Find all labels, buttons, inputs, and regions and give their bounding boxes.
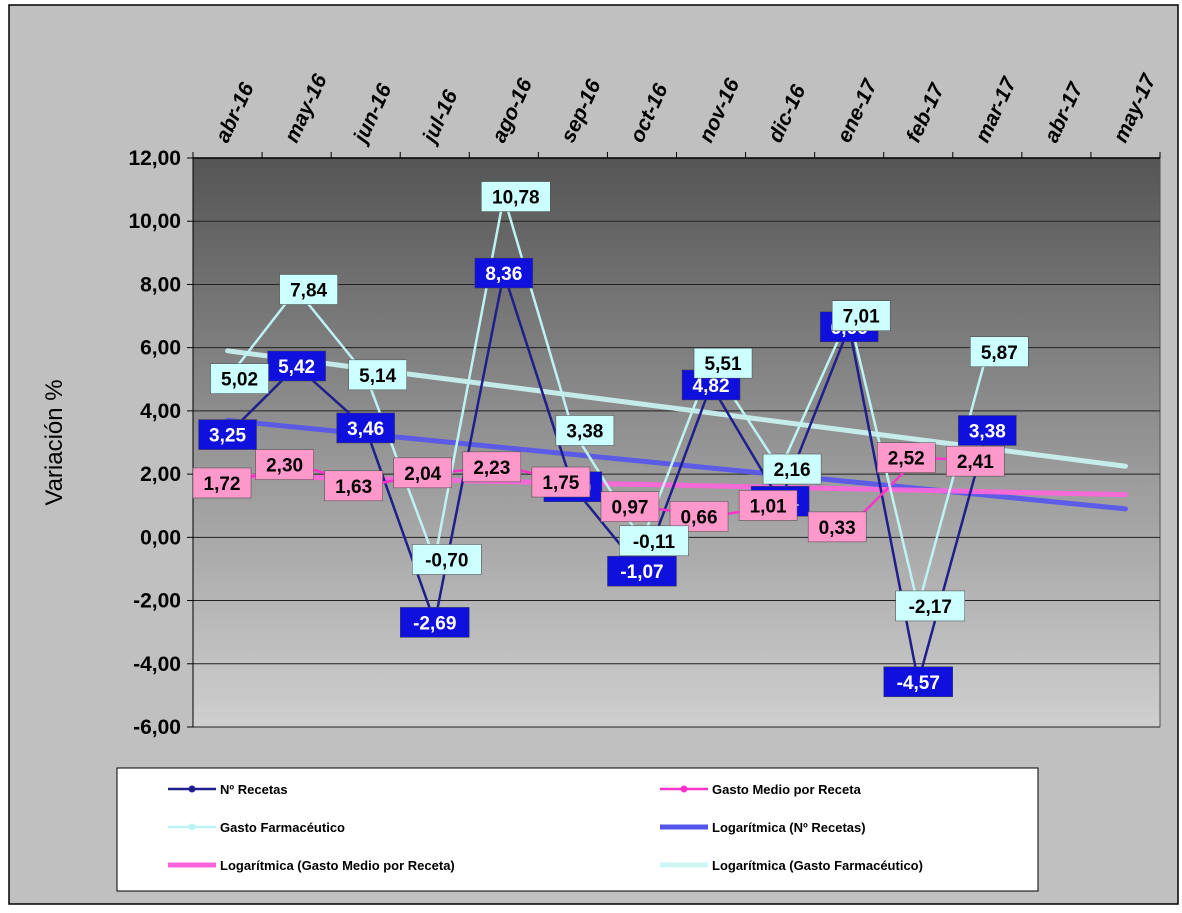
data-label-n-recetas: -2,69 bbox=[413, 613, 456, 634]
legend-label: Logarítmica (Gasto Medio por Receta) bbox=[220, 858, 455, 873]
data-label-box-n-recetas bbox=[267, 350, 326, 382]
data-label-box-n-recetas bbox=[400, 607, 470, 638]
data-label-n-recetas: 3,38 bbox=[969, 421, 1006, 442]
data-label-box-n-recetas bbox=[883, 666, 953, 698]
legend-marker bbox=[188, 785, 196, 793]
data-label-box-gasto-medio-por-receta bbox=[324, 470, 383, 502]
data-label-box-gasto-farmaceutico bbox=[555, 415, 615, 446]
y-tick-label: 12,00 bbox=[128, 147, 181, 170]
data-label-n-recetas: 8,36 bbox=[485, 264, 522, 285]
data-label-n-recetas: -4,57 bbox=[897, 673, 940, 694]
data-label-box-gasto-medio-por-receta bbox=[192, 467, 252, 499]
y-tick-label: -6,00 bbox=[133, 716, 181, 739]
data-label-n-recetas: 4,82 bbox=[693, 376, 730, 397]
data-label-box-gasto-farmaceutico bbox=[210, 363, 269, 394]
data-label-box-gasto-medio-por-receta bbox=[531, 466, 591, 498]
legend-label: Nº Recetas bbox=[220, 782, 288, 797]
legend-label: Logarítmica (Nº Recetas) bbox=[712, 820, 866, 835]
data-label-n-recetas: -1,07 bbox=[620, 562, 663, 583]
data-label-gasto-medio-por-receta: 0,97 bbox=[611, 498, 648, 519]
data-label-box-n-recetas bbox=[958, 415, 1017, 446]
data-label-gasto-medio-por-receta: 1,75 bbox=[542, 473, 579, 494]
legend-box bbox=[116, 767, 1039, 892]
data-label-gasto-farmaceutico: 5,02 bbox=[221, 370, 258, 391]
data-label-n-recetas: 5,42 bbox=[278, 357, 315, 378]
data-label-box-gasto-farmaceutico bbox=[970, 336, 1029, 368]
data-label-box-gasto-medio-por-receta bbox=[462, 451, 522, 483]
legend-marker bbox=[188, 823, 196, 831]
y-axis-title: Variación % bbox=[41, 379, 68, 505]
data-label-gasto-farmaceutico: 10,78 bbox=[492, 188, 540, 209]
data-label-gasto-medio-por-receta: 1,72 bbox=[204, 474, 241, 495]
legend-marker bbox=[680, 785, 688, 793]
data-label-gasto-medio-por-receta: 2,04 bbox=[404, 464, 441, 485]
data-label-box-gasto-farmaceutico bbox=[895, 590, 965, 622]
legend-label: Gasto Medio por Receta bbox=[712, 782, 862, 797]
data-label-box-gasto-medio-por-receta bbox=[600, 491, 660, 522]
data-label-gasto-farmaceutico: 5,14 bbox=[359, 366, 396, 387]
data-label-gasto-farmaceutico: 7,01 bbox=[843, 307, 880, 328]
data-label-gasto-medio-por-receta: 2,41 bbox=[957, 452, 994, 473]
data-label-box-n-recetas bbox=[336, 412, 395, 444]
data-label-box-gasto-medio-por-receta bbox=[393, 457, 452, 489]
data-label-gasto-farmaceutico: -0,11 bbox=[633, 532, 676, 553]
data-label-box-n-recetas bbox=[198, 419, 257, 450]
data-label-box-gasto-farmaceutico bbox=[279, 274, 338, 305]
y-tick-label: 10,00 bbox=[128, 210, 181, 233]
data-label-gasto-medio-por-receta: 0,66 bbox=[681, 507, 718, 528]
y-tick-label: -4,00 bbox=[133, 653, 181, 676]
data-label-gasto-farmaceutico: -2,17 bbox=[909, 597, 952, 618]
data-label-gasto-farmaceutico: 3,38 bbox=[566, 421, 603, 442]
data-label-gasto-farmaceutico: 5,87 bbox=[981, 343, 1018, 364]
data-label-n-recetas: 3,46 bbox=[347, 419, 384, 440]
y-tick-label: 8,00 bbox=[140, 273, 181, 296]
data-label-gasto-medio-por-receta: 2,30 bbox=[266, 456, 303, 477]
data-label-box-gasto-farmaceutico bbox=[348, 359, 407, 391]
data-label-box-n-recetas bbox=[607, 555, 677, 587]
data-label-gasto-farmaceutico: 2,16 bbox=[774, 460, 811, 481]
data-label-gasto-medio-por-receta: 2,52 bbox=[888, 449, 925, 470]
data-label-n-recetas: 3,25 bbox=[209, 426, 246, 447]
data-label-box-gasto-medio-por-receta bbox=[946, 445, 1005, 477]
data-label-box-gasto-farmaceutico bbox=[412, 544, 482, 575]
data-label-gasto-medio-por-receta: 2,23 bbox=[473, 458, 510, 479]
data-label-gasto-farmaceutico: 7,84 bbox=[290, 281, 327, 302]
data-label-box-n-recetas bbox=[474, 257, 534, 289]
data-label-gasto-farmaceutico: 5,51 bbox=[705, 354, 742, 375]
data-label-box-gasto-medio-por-receta bbox=[738, 490, 798, 521]
data-label-gasto-farmaceutico: -0,70 bbox=[425, 550, 468, 571]
y-tick-label: 0,00 bbox=[140, 526, 181, 549]
data-label-gasto-medio-por-receta: 1,01 bbox=[750, 496, 787, 517]
data-label-box-gasto-medio-por-receta bbox=[877, 442, 936, 473]
data-label-box-gasto-medio-por-receta bbox=[807, 511, 867, 543]
y-tick-label: 2,00 bbox=[140, 463, 181, 486]
legend-label: Logarítmica (Gasto Farmacéutico) bbox=[712, 858, 923, 873]
legend-label: Gasto Farmacéutico bbox=[220, 820, 345, 835]
data-label-gasto-medio-por-receta: 1,63 bbox=[335, 477, 372, 498]
data-label-box-gasto-farmaceutico bbox=[831, 300, 891, 331]
data-label-box-gasto-farmaceutico bbox=[762, 453, 822, 485]
data-label-box-gasto-farmaceutico bbox=[693, 347, 753, 379]
y-tick-label: 6,00 bbox=[140, 337, 181, 360]
data-label-box-gasto-medio-por-receta bbox=[255, 449, 314, 480]
data-label-box-gasto-farmaceutico bbox=[481, 181, 551, 212]
y-tick-label: 4,00 bbox=[140, 400, 181, 423]
y-tick-label: -2,00 bbox=[133, 590, 181, 613]
data-label-gasto-medio-por-receta: 0,33 bbox=[819, 518, 856, 539]
data-label-box-gasto-farmaceutico bbox=[619, 525, 689, 557]
